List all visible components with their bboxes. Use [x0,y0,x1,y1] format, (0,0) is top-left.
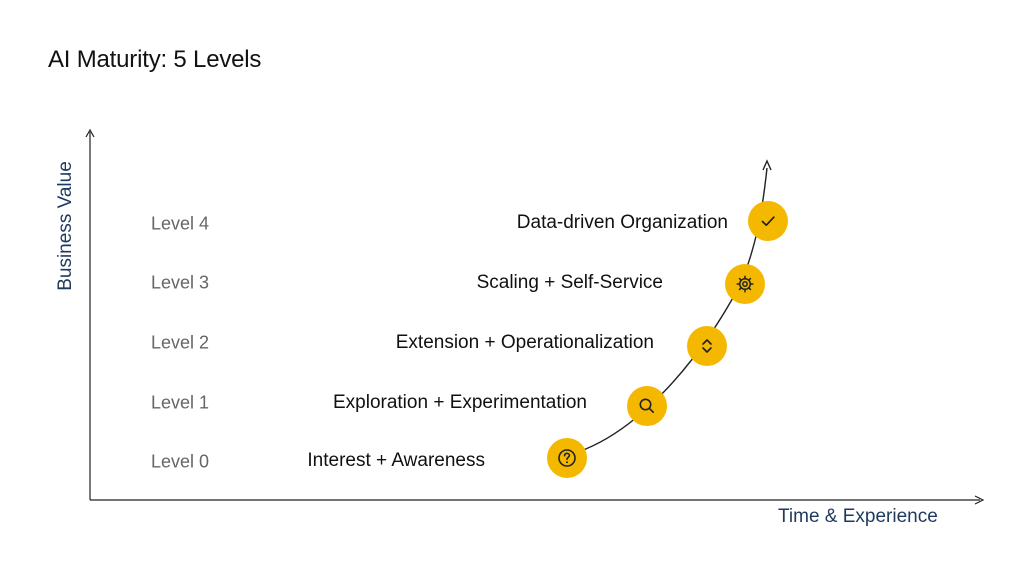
check-icon [761,216,775,227]
y-axis-label: Business Value [55,161,76,291]
question-icon [558,449,576,467]
level-label-1: Level 1 [151,392,210,413]
level-label-0: Level 0 [151,451,210,472]
level-label-3: Level 3 [151,272,210,293]
stage-label-2: Extension + Operationalization [395,332,654,353]
growth-curve [577,167,768,453]
growth-curve-arrow [762,159,772,171]
level-1-marker [627,386,667,426]
search-icon [639,398,655,414]
stage-label-1: Exploration + Experimentation [332,392,587,413]
stage-label-3: Scaling + Self-Service [476,272,663,293]
expand-icon [702,339,712,353]
level-2-marker [687,326,727,366]
x-axis-arrow [974,495,985,505]
level-label-4: Level 4 [151,213,210,234]
y-axis-arrow [85,128,95,138]
gear-icon [736,275,754,293]
level-label-2: Level 2 [151,332,210,353]
stage-label-0: Interest + Awareness [307,450,485,471]
page-title: AI Maturity: 5 Levels [48,46,262,73]
level-0-marker [547,438,587,478]
level-3-marker [725,264,765,304]
stage-label-4: Data-driven Organization [516,212,728,233]
level-4-marker [748,201,788,241]
x-axis-label: Time & Experience [778,506,938,527]
